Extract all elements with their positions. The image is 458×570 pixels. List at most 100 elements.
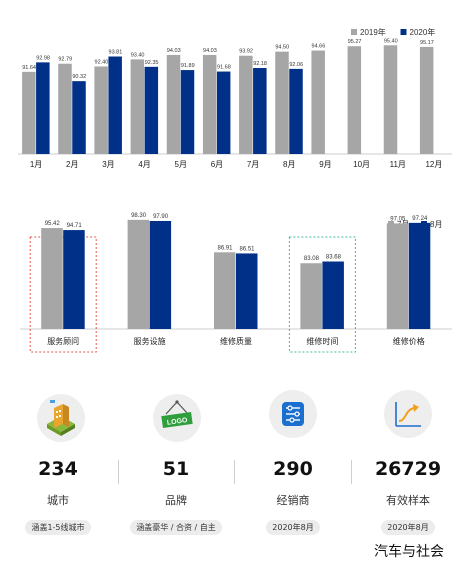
stat-name: 经销商 [276, 494, 310, 507]
category-label: 5月 [175, 160, 187, 169]
stat-note: 2020年8月 [266, 520, 320, 535]
data-label: 95.42 [45, 221, 61, 227]
divider [234, 460, 235, 484]
bar [166, 54, 181, 154]
bar [108, 56, 122, 154]
bar [253, 68, 267, 154]
category-label: 服务顾问 [47, 336, 79, 346]
bar [347, 46, 362, 155]
data-label: 92.79 [58, 57, 72, 63]
bar [202, 54, 217, 154]
data-label: 94.03 [167, 48, 181, 54]
category-label: 11月 [390, 160, 406, 169]
data-label: 93.40 [131, 52, 145, 58]
chart-canvas: 2019年 2020年91.6492.981月92.7990.322月92.409… [18, 27, 452, 353]
data-label: 94.50 [275, 45, 289, 51]
data-label: 92.06 [289, 62, 303, 68]
data-label: 98.30 [131, 213, 147, 219]
bar [144, 66, 159, 154]
legend-swatch [400, 29, 407, 35]
category-label: 7月 [247, 160, 259, 169]
data-label: 97.90 [153, 214, 169, 220]
stat-name: 有效样本 [386, 494, 430, 507]
data-label: 94.71 [67, 223, 83, 229]
stat-cities: 234 城市 涵盖1-5线城市 [3, 458, 113, 535]
stat-number: 290 [273, 458, 313, 480]
data-label: 91.89 [181, 63, 195, 69]
logo-sign-icon: LOGO [153, 394, 201, 442]
bar [72, 81, 86, 154]
growth-arrow-icon [384, 390, 432, 438]
stat-samples: 26729 有效样本 2020年8月 [353, 458, 458, 535]
stat-note: 2020年8月 [381, 520, 435, 535]
bar [127, 219, 150, 329]
data-label: 97.24 [412, 216, 428, 222]
data-label: 94.66 [312, 44, 326, 50]
stat-name: 城市 [47, 494, 69, 507]
category-label: 4月 [138, 160, 150, 169]
data-label: 92.40 [95, 59, 109, 65]
svg-text:LOGO: LOGO [167, 417, 189, 427]
bar [36, 62, 50, 155]
category-label: 9月 [319, 160, 331, 169]
legend-label: 8月 [430, 220, 442, 229]
category-label: 维修价格 [393, 336, 425, 346]
data-label: 91.64 [22, 65, 36, 71]
legend-swatch [351, 29, 357, 35]
data-label: 83.08 [304, 256, 320, 262]
category-label: 维修质量 [220, 336, 252, 346]
monthly-chart: 2019年 2020年91.6492.981月92.7990.322月92.409… [18, 27, 452, 169]
divider [351, 460, 352, 484]
data-label: 95.27 [348, 39, 362, 45]
data-label: 97.05 [390, 216, 406, 222]
data-label: 90.32 [72, 74, 86, 80]
bar [322, 261, 344, 329]
category-label: 3月 [102, 160, 114, 169]
bar [58, 63, 72, 154]
data-label: 83.68 [326, 255, 342, 261]
bar [22, 71, 36, 154]
data-label: 86.91 [217, 245, 233, 251]
stat-number: 26729 [374, 458, 442, 480]
dimension-chart: 7月8月95.4294.71服务顾问98.3097.90服务设施86.9186.… [20, 213, 452, 353]
highlight-box [288, 236, 356, 353]
bar [236, 253, 258, 329]
legend-label: 2019年 [360, 27, 386, 37]
bar [239, 55, 253, 154]
bar [300, 263, 322, 329]
bar [63, 230, 85, 329]
stat-brands: 51 品牌 涵盖豪华 / 合资 / 自主 [121, 458, 231, 535]
bar [216, 71, 231, 154]
bar [311, 50, 325, 154]
category-label: 8月 [283, 160, 295, 169]
stat-dealers: 290 经销商 2020年8月 [238, 458, 348, 535]
watermark: 汽车与社会 [374, 544, 444, 560]
bar [94, 66, 108, 154]
stat-note: 涵盖1-5线城市 [25, 520, 91, 535]
data-label: 95.17 [420, 40, 434, 46]
bar [41, 228, 63, 329]
bar [383, 45, 398, 155]
data-label: 92.98 [36, 55, 50, 61]
stat-name: 品牌 [165, 494, 187, 507]
stat-number: 51 [162, 458, 190, 480]
data-label: 95.40 [384, 38, 398, 44]
data-label: 86.51 [239, 246, 255, 252]
bar [149, 220, 172, 329]
data-label: 92.18 [253, 61, 267, 67]
bar [419, 46, 434, 154]
data-label: 93.92 [239, 49, 253, 55]
bar [408, 222, 431, 329]
data-label: 91.68 [217, 65, 231, 71]
category-label: 2月 [66, 160, 78, 169]
sliders-icon [269, 390, 317, 438]
stat-number: 234 [38, 458, 78, 480]
category-label: 服务设施 [134, 336, 166, 346]
bar [386, 223, 409, 329]
category-label: 12月 [425, 160, 442, 169]
category-label: 维修时间 [306, 336, 338, 346]
building-icon [37, 394, 85, 442]
bar [180, 70, 195, 154]
bar [275, 51, 289, 154]
data-label: 92.35 [145, 60, 159, 66]
